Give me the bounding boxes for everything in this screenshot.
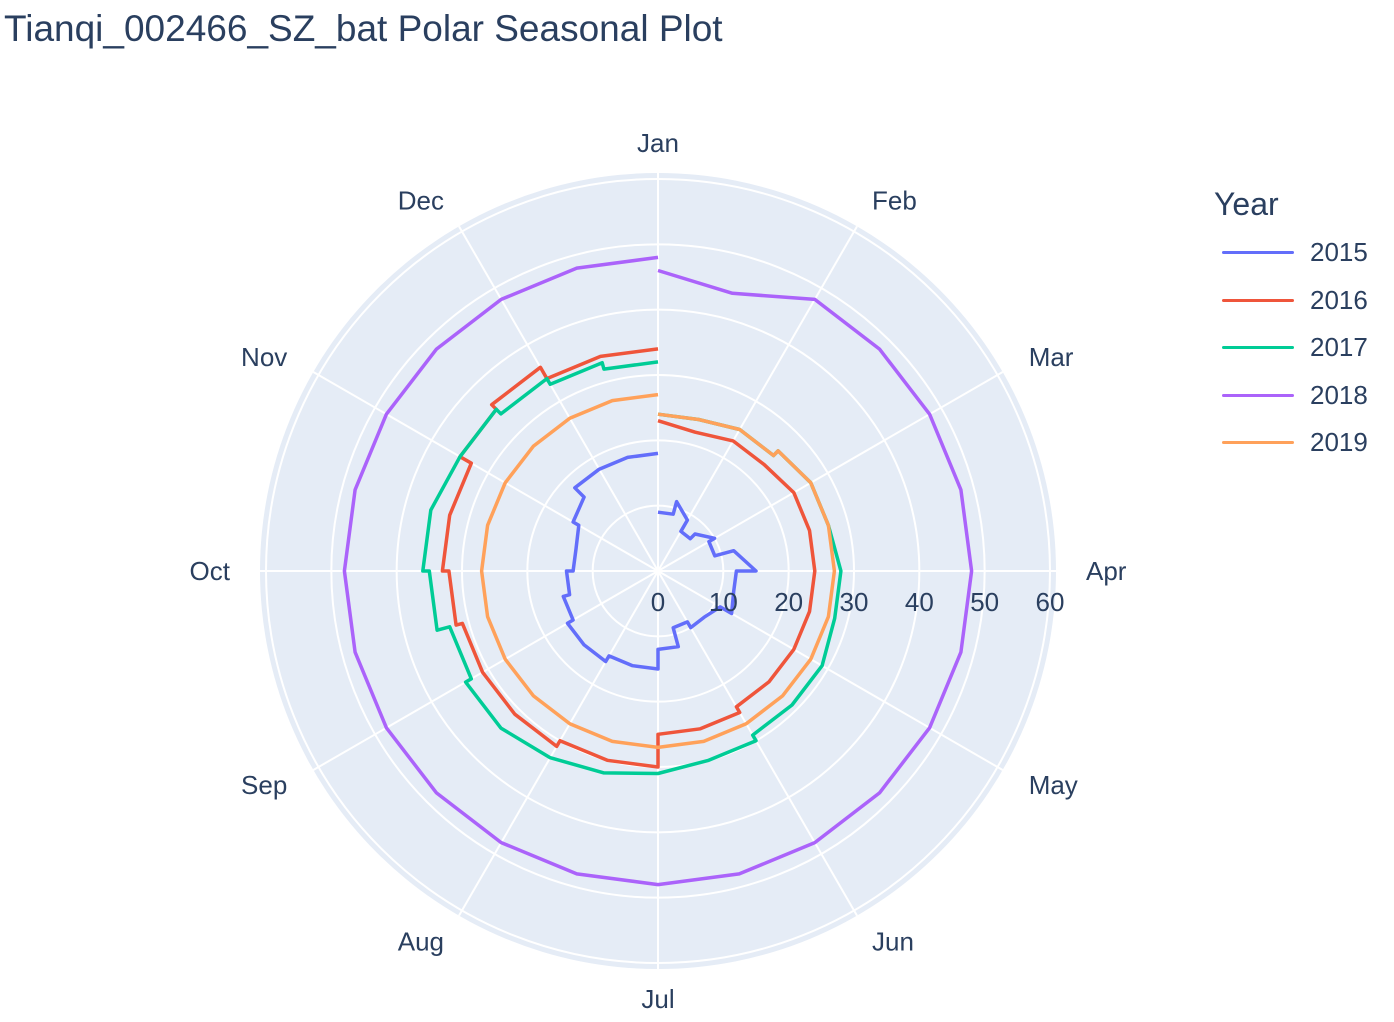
- angular-tick-label-aug: Aug: [398, 927, 444, 957]
- angular-tick-label-oct: Oct: [190, 556, 231, 586]
- legend-label-2015: 2015: [1310, 237, 1368, 268]
- legend-swatch-2018: [1222, 393, 1294, 397]
- series-line-2018: [342, 255, 974, 887]
- legend-item-2017[interactable]: 2017: [1214, 324, 1368, 372]
- angular-grid-line-may: [657, 570, 1004, 771]
- angular-tick-label-jun: Jun: [872, 927, 914, 957]
- radial-tick-label-10: 10: [709, 587, 738, 617]
- legend-item-2018[interactable]: 2018: [1214, 372, 1368, 420]
- radial-tick-label-40: 40: [905, 587, 934, 617]
- chart-title: Tianqi_002466_SZ_bat Polar Seasonal Plot: [4, 8, 723, 49]
- radial-tick-label-50: 50: [970, 587, 999, 617]
- polar-grid: [260, 173, 1056, 969]
- angular-tick-label-jul: Jul: [641, 984, 674, 1014]
- angular-grid-line-nov: [312, 371, 659, 572]
- angular-grid-line-dec: [458, 225, 659, 572]
- legend-item-2016[interactable]: 2016: [1214, 277, 1368, 325]
- legend-swatch-2015: [1222, 251, 1294, 255]
- legend-label-2017: 2017: [1310, 332, 1368, 363]
- angular-grid-line-feb: [657, 225, 858, 572]
- radial-tick-label-60: 60: [1036, 587, 1065, 617]
- angular-tick-label-apr: Apr: [1086, 556, 1127, 586]
- angular-tick-label-may: May: [1029, 770, 1078, 800]
- angular-tick-label-feb: Feb: [872, 185, 917, 215]
- legend-label-2018: 2018: [1310, 379, 1368, 410]
- legend-swatch-2017: [1222, 346, 1294, 350]
- legend: Year 2015 2016 2017 2018 2019: [1214, 186, 1368, 467]
- legend-item-2019[interactable]: 2019: [1214, 419, 1368, 467]
- legend-label-2019: 2019: [1310, 427, 1368, 458]
- legend-label-2016: 2016: [1310, 284, 1368, 315]
- legend-title: Year: [1214, 186, 1279, 222]
- angular-tick-label-mar: Mar: [1029, 342, 1074, 372]
- legend-swatch-2016: [1222, 298, 1294, 302]
- legend-item-2015[interactable]: 2015: [1214, 229, 1368, 277]
- angular-tick-label-jan: Jan: [637, 128, 679, 158]
- series-line-2015: [561, 451, 758, 671]
- angular-tick-label-sep: Sep: [241, 770, 287, 800]
- angular-tick-label-dec: Dec: [398, 185, 444, 215]
- series-line-2019: [479, 392, 837, 750]
- legend-items: 2015 2016 2017 2018 2019: [1214, 229, 1368, 467]
- angular-grid-line-sep: [312, 570, 659, 771]
- radial-tick-label-30: 30: [840, 587, 869, 617]
- angular-tick-label-nov: Nov: [241, 342, 287, 372]
- radial-tick-label-20: 20: [774, 587, 803, 617]
- radial-tick-label-0: 0: [651, 587, 665, 617]
- series-layer: [342, 255, 974, 887]
- legend-swatch-2019: [1222, 441, 1294, 445]
- axis-labels: 0 10 20 30 40 50 60 Jan Feb Mar Apr May Jun Jul Aug Sep…: [190, 128, 1127, 1014]
